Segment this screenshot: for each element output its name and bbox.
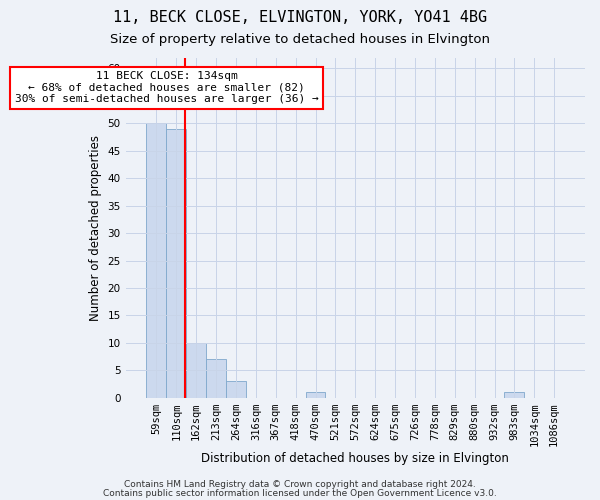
Bar	[146, 124, 166, 398]
Bar	[305, 392, 325, 398]
X-axis label: Distribution of detached houses by size in Elvington: Distribution of detached houses by size …	[202, 452, 509, 465]
Bar	[186, 343, 206, 398]
Bar	[206, 360, 226, 398]
Bar	[166, 129, 186, 398]
Text: Size of property relative to detached houses in Elvington: Size of property relative to detached ho…	[110, 32, 490, 46]
Y-axis label: Number of detached properties: Number of detached properties	[89, 134, 102, 320]
Text: Contains HM Land Registry data © Crown copyright and database right 2024.: Contains HM Land Registry data © Crown c…	[124, 480, 476, 489]
Bar	[226, 382, 246, 398]
Text: 11 BECK CLOSE: 134sqm
← 68% of detached houses are smaller (82)
30% of semi-deta: 11 BECK CLOSE: 134sqm ← 68% of detached …	[14, 71, 318, 104]
Bar	[505, 392, 524, 398]
Text: Contains public sector information licensed under the Open Government Licence v3: Contains public sector information licen…	[103, 488, 497, 498]
Text: 11, BECK CLOSE, ELVINGTON, YORK, YO41 4BG: 11, BECK CLOSE, ELVINGTON, YORK, YO41 4B…	[113, 10, 487, 25]
